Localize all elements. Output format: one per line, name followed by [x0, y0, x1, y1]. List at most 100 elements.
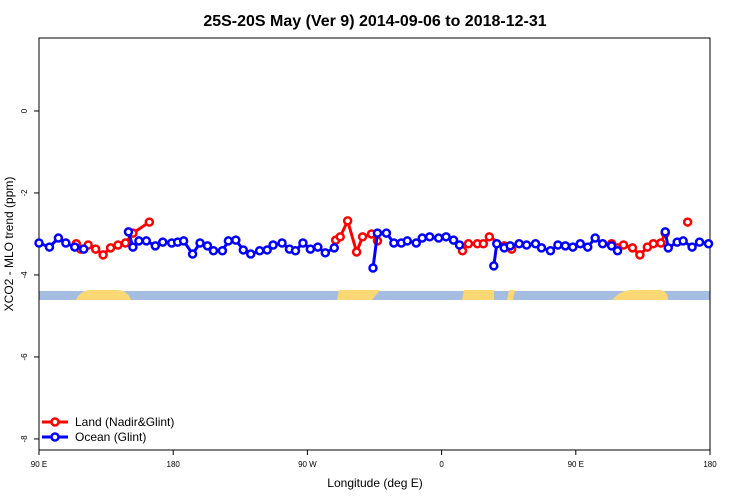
x-tick-label: 0 [439, 460, 444, 469]
data-point [478, 239, 489, 249]
data-point [433, 233, 444, 243]
data-point [568, 242, 578, 252]
data-point [656, 238, 666, 248]
x-axis-label: Longitude (deg E) [327, 476, 422, 490]
x-tick-label: 90 W [298, 460, 317, 469]
data-point [144, 217, 155, 227]
data-point [351, 247, 362, 257]
data-point [141, 236, 152, 246]
data-point [113, 240, 123, 250]
data-point [484, 232, 495, 242]
data-point [34, 238, 44, 248]
data-point [78, 244, 89, 254]
data-point [208, 246, 219, 256]
data-point [590, 233, 600, 243]
data-point [329, 243, 339, 253]
data-point [320, 248, 331, 258]
data-point [254, 246, 265, 256]
data-point [70, 242, 80, 252]
data-point [389, 238, 399, 248]
data-point [61, 238, 71, 248]
data-point [618, 240, 629, 250]
data-point [372, 228, 383, 238]
data-point [298, 238, 308, 248]
data-point [521, 240, 532, 250]
data-point [217, 246, 228, 256]
data-point [606, 241, 617, 251]
x-tick-label: 180 [167, 460, 181, 469]
land-band [337, 290, 380, 300]
data-point [342, 216, 353, 226]
y-tick-label: -8 [20, 435, 29, 443]
chart-title: 25S-20S May (Ver 9) 2014-09-06 to 2018-1… [203, 13, 546, 30]
land-band [507, 290, 515, 300]
data-point [612, 246, 623, 256]
land-band [76, 290, 131, 300]
data-point [231, 235, 241, 245]
y-tick-label: -4 [20, 271, 29, 279]
data-point [687, 242, 697, 252]
x-tick-label: 90 E [31, 460, 47, 469]
data-point [268, 240, 278, 250]
data-point [660, 227, 671, 237]
data-point [335, 232, 345, 242]
data-point [530, 239, 541, 249]
data-point [553, 240, 563, 250]
data-point [627, 243, 638, 253]
data-point [505, 241, 515, 251]
data-point [202, 241, 213, 251]
data-point [682, 217, 693, 227]
data-point [128, 242, 138, 252]
data-point [178, 236, 189, 246]
x-tick-label: 180 [703, 460, 717, 469]
data-point [123, 227, 134, 237]
data-point [678, 236, 688, 246]
data-point [560, 241, 571, 251]
data-point [694, 237, 705, 247]
data-point [582, 242, 593, 252]
data-point [536, 243, 547, 253]
data-point [663, 243, 673, 253]
data-point [357, 232, 368, 242]
data-point [368, 263, 378, 273]
data-point [635, 250, 645, 260]
data-point [53, 233, 64, 243]
data-point [441, 232, 451, 242]
data-point [448, 235, 459, 245]
land-band [462, 290, 494, 300]
data-point [44, 242, 55, 252]
data-point [277, 238, 287, 248]
data-point [492, 239, 502, 249]
data-point [411, 238, 422, 248]
data-point [454, 240, 465, 250]
data-point [290, 246, 301, 256]
y-tick-label: 0 [20, 108, 29, 113]
y-tick-label: -2 [20, 189, 29, 197]
data-point [463, 239, 474, 249]
data-point [158, 237, 168, 247]
data-point [98, 250, 108, 260]
surface-band [39, 290, 710, 300]
data-point [195, 238, 205, 248]
legend-label: Ocean (Glint) [75, 430, 146, 444]
legend-marker [50, 432, 60, 442]
data-point [223, 236, 234, 246]
data-point [381, 228, 392, 238]
data-point [305, 244, 316, 254]
y-axis-label: XCO2 - MLO trend (ppm) [2, 177, 16, 312]
legend-marker [50, 417, 60, 427]
data-point [105, 243, 116, 253]
y-tick-label: -6 [20, 353, 29, 361]
data-point [90, 244, 101, 254]
data-point [575, 239, 586, 249]
data-point [703, 239, 714, 249]
data-point [120, 238, 131, 248]
data-point [187, 249, 198, 259]
legend-label: Land (Nadir&Glint) [75, 415, 174, 429]
data-point [424, 232, 435, 242]
data-point [648, 239, 659, 249]
data-point [597, 239, 608, 249]
land-band [612, 290, 668, 300]
data-point [545, 246, 556, 256]
